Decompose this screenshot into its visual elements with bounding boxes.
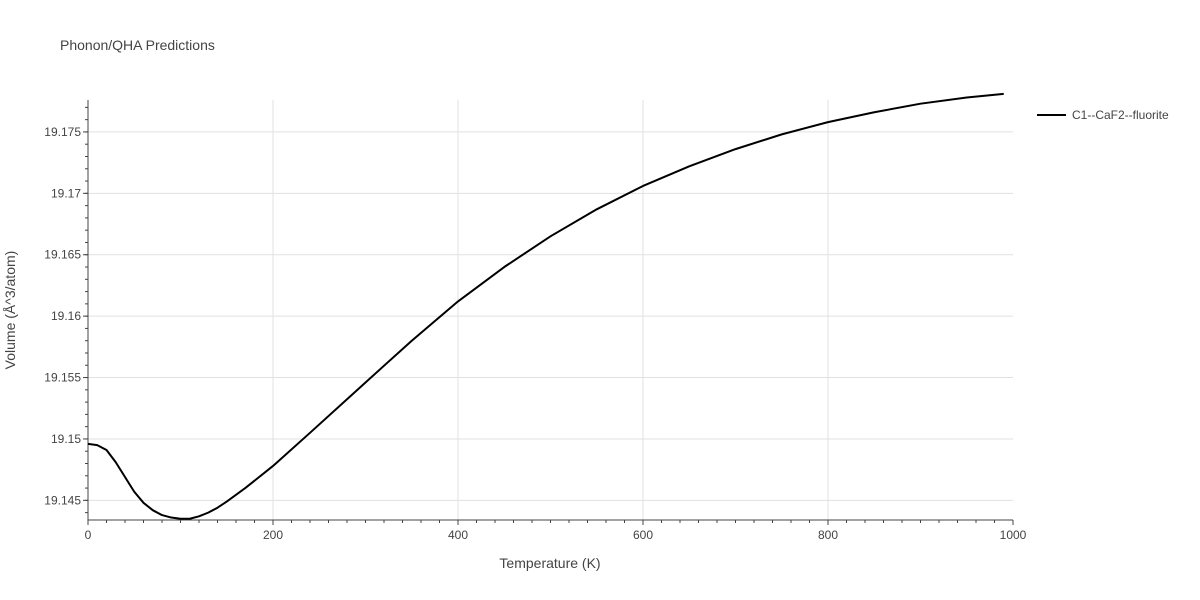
y-tick-label: 19.15 <box>51 432 81 446</box>
x-tick-label: 1000 <box>1000 528 1027 542</box>
y-tick-label: 19.175 <box>44 125 81 139</box>
y-tick-label: 19.155 <box>44 371 81 385</box>
series-line[interactable] <box>87 92 1004 520</box>
legend[interactable]: C1--CaF2--fluorite <box>1037 108 1169 122</box>
y-tick-label: 19.165 <box>44 248 81 262</box>
y-tick-label: 19.16 <box>51 309 81 323</box>
x-tick-label: 0 <box>85 528 92 542</box>
legend-label[interactable]: C1--CaF2--fluorite <box>1072 108 1169 122</box>
series-layer <box>87 92 1004 520</box>
y-tick-label: 19.17 <box>51 186 81 200</box>
chart-title: Phonon/QHA Predictions <box>60 37 215 53</box>
axis-layer: 0 200 400 600 800 1000 19.145 19.15 19.155 19.16 1… <box>44 100 1027 542</box>
x-tick-label: 200 <box>263 528 283 542</box>
x-axis-title: Temperature (K) <box>499 555 600 571</box>
grid-layer <box>88 100 1013 520</box>
y-tick-label: 19.145 <box>44 493 81 507</box>
x-tick-label: 800 <box>818 528 838 542</box>
x-tick-label: 400 <box>448 528 468 542</box>
x-tick-label: 600 <box>633 528 653 542</box>
y-axis-title: Volume (Å^3/atom) <box>2 251 18 370</box>
